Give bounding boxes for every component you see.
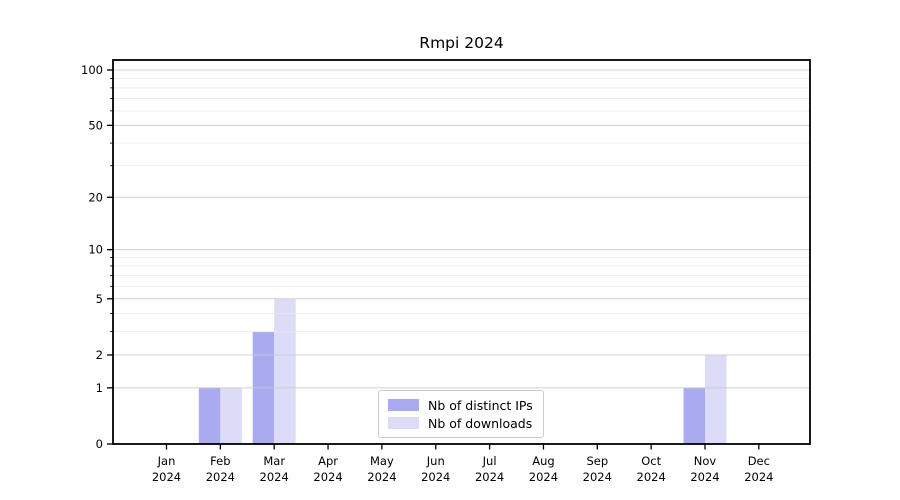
x-tick-year-label: 2024 — [529, 470, 558, 484]
bar-downloads — [274, 298, 296, 444]
x-tick-month-label: Apr — [318, 454, 338, 468]
x-tick-year-label: 2024 — [637, 470, 666, 484]
legend: Nb of distinct IPs Nb of downloads — [378, 390, 544, 438]
axes-group — [107, 59, 811, 450]
legend-item-downloads: Nb of downloads — [388, 414, 533, 432]
x-tick-year-label: 2024 — [475, 470, 504, 484]
legend-swatch-downloads — [388, 417, 419, 429]
x-tick-month-label: Dec — [748, 454, 770, 468]
y-tick-label: 10 — [88, 243, 103, 257]
y-tick-label: 0 — [96, 437, 103, 451]
x-tick-month-label: Mar — [263, 454, 285, 468]
bar-downloads — [220, 387, 242, 444]
bar-distinct-ips — [198, 387, 221, 444]
x-tick-month-label: Oct — [641, 454, 661, 468]
bars-group — [198, 298, 727, 444]
bar-downloads — [705, 354, 727, 444]
legend-item-distinct-ips: Nb of distinct IPs — [388, 396, 533, 414]
y-tick-label: 5 — [96, 292, 103, 306]
y-tick-label: 50 — [88, 118, 103, 132]
x-tick-month-label: May — [370, 454, 394, 468]
x-tick-month-label: Jan — [157, 454, 176, 468]
x-tick-month-label: Nov — [694, 454, 717, 468]
y-tick-label: 2 — [96, 348, 103, 362]
x-tick-year-label: 2024 — [313, 470, 342, 484]
gridlines-group — [113, 69, 810, 389]
plot-border — [112, 59, 811, 445]
y-tick-label: 20 — [88, 190, 103, 204]
legend-label-downloads: Nb of downloads — [428, 415, 533, 431]
x-tick-year-label: 2024 — [690, 470, 719, 484]
y-tick-label: 100 — [81, 63, 103, 77]
y-tick-label: 1 — [96, 381, 103, 395]
chart-title: Rmpi 2024 — [419, 34, 504, 52]
legend-swatch-distinct-ips — [388, 399, 419, 411]
x-tick-year-label: 2024 — [367, 470, 396, 484]
x-tick-month-label: Aug — [532, 454, 554, 468]
legend-label-distinct-ips: Nb of distinct IPs — [428, 397, 533, 413]
x-tick-month-label: Sep — [586, 454, 608, 468]
x-tick-year-label: 2024 — [421, 470, 450, 484]
x-tick-month-label: Jun — [426, 454, 445, 468]
x-tick-year-label: 2024 — [206, 470, 235, 484]
x-tick-year-label: 2024 — [152, 470, 181, 484]
axis-labels-group: 0 1 2 5 10 20 50 100 Jan 2024 Feb 2024 Mar 2024 Apr 202… — [81, 63, 773, 484]
x-tick-month-label: Feb — [210, 454, 230, 468]
x-tick-month-label: Jul — [482, 454, 497, 468]
x-tick-year-label: 2024 — [744, 470, 773, 484]
x-tick-year-label: 2024 — [583, 470, 612, 484]
bar-distinct-ips — [683, 387, 705, 444]
x-tick-year-label: 2024 — [260, 470, 289, 484]
